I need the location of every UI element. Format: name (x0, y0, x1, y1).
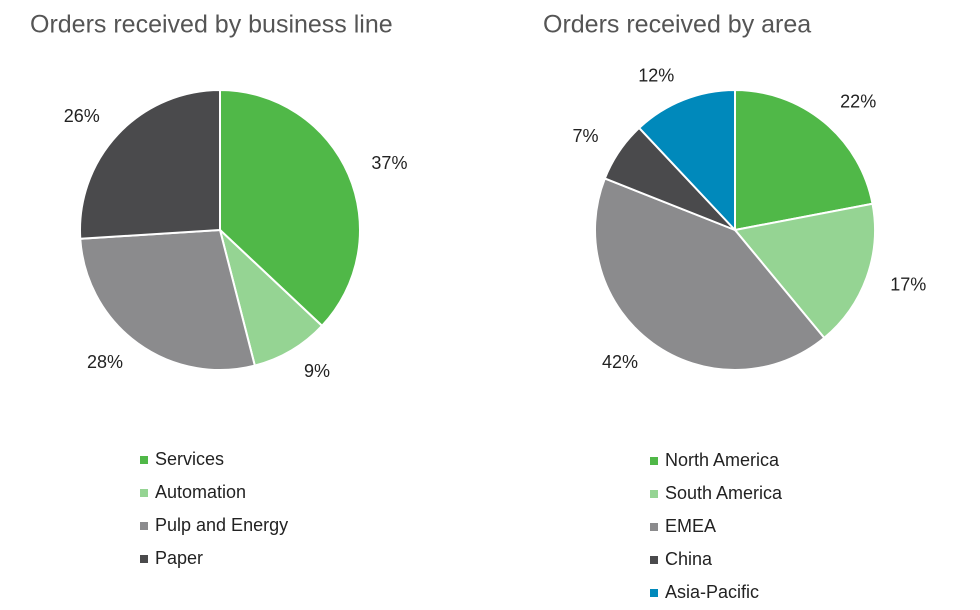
legend-swatch (650, 457, 658, 465)
pie-slice (218, 226, 324, 367)
legend-label: Services (155, 449, 224, 469)
chart-title: Orders received by area (543, 11, 811, 39)
pie-slice (594, 177, 826, 371)
data-label: 7% (573, 126, 599, 146)
legend-label: Automation (155, 482, 246, 502)
legend-label: China (665, 549, 713, 569)
pie-slice (79, 228, 257, 371)
pie-slice (637, 88, 736, 233)
legend-swatch (650, 523, 658, 531)
data-label: 22% (840, 92, 876, 112)
legend-swatch (140, 489, 148, 497)
data-label: 42% (602, 352, 638, 372)
legend-label: Pulp and Energy (155, 515, 288, 535)
legend-swatch (140, 555, 148, 563)
data-label: 12% (638, 65, 674, 85)
legend-swatch (140, 456, 148, 464)
legend-label: Paper (155, 548, 203, 568)
data-label: 9% (304, 361, 330, 381)
pie-slice (734, 88, 874, 232)
data-label: 17% (890, 275, 926, 295)
data-label: 28% (87, 352, 123, 372)
legend-swatch (650, 589, 658, 597)
legend-label: South America (665, 483, 783, 503)
legend-swatch (140, 522, 148, 530)
legend-swatch (650, 556, 658, 564)
pie-slice (79, 88, 221, 240)
pie-slice (219, 88, 362, 328)
legend-swatch (650, 490, 658, 498)
data-label: 37% (371, 153, 407, 173)
chart-title: Orders received by business line (30, 11, 393, 39)
legend-label: North America (665, 450, 780, 470)
data-label: 26% (64, 106, 100, 126)
legend-label: EMEA (665, 516, 716, 536)
pie-slice (733, 202, 876, 340)
legend-label: Asia-Pacific (665, 582, 759, 602)
